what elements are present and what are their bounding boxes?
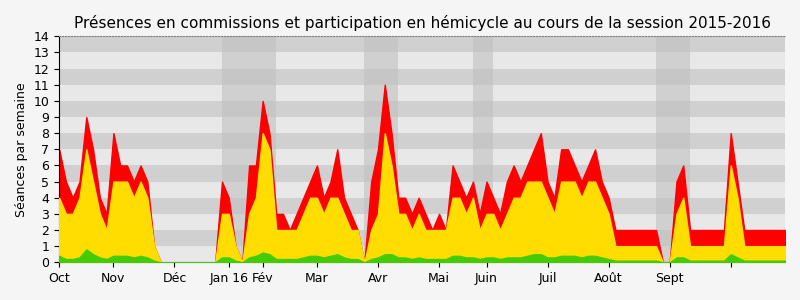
Bar xyxy=(365,36,398,262)
Bar xyxy=(59,52,785,69)
Bar xyxy=(59,69,785,85)
Bar xyxy=(59,230,785,246)
Bar xyxy=(473,36,494,262)
Bar xyxy=(59,246,785,262)
Title: Présences en commissions et participation en hémicycle au cours de la session 20: Présences en commissions et participatio… xyxy=(74,15,770,31)
Bar xyxy=(656,36,690,262)
Bar xyxy=(59,198,785,214)
Bar xyxy=(59,214,785,230)
Bar xyxy=(59,165,785,182)
Bar xyxy=(59,149,785,165)
Bar xyxy=(222,36,276,262)
Bar xyxy=(59,117,785,133)
Bar xyxy=(59,85,785,101)
Bar xyxy=(59,101,785,117)
Bar xyxy=(59,133,785,149)
Bar xyxy=(59,182,785,198)
Bar xyxy=(59,36,785,52)
Y-axis label: Séances par semaine: Séances par semaine xyxy=(15,82,28,217)
